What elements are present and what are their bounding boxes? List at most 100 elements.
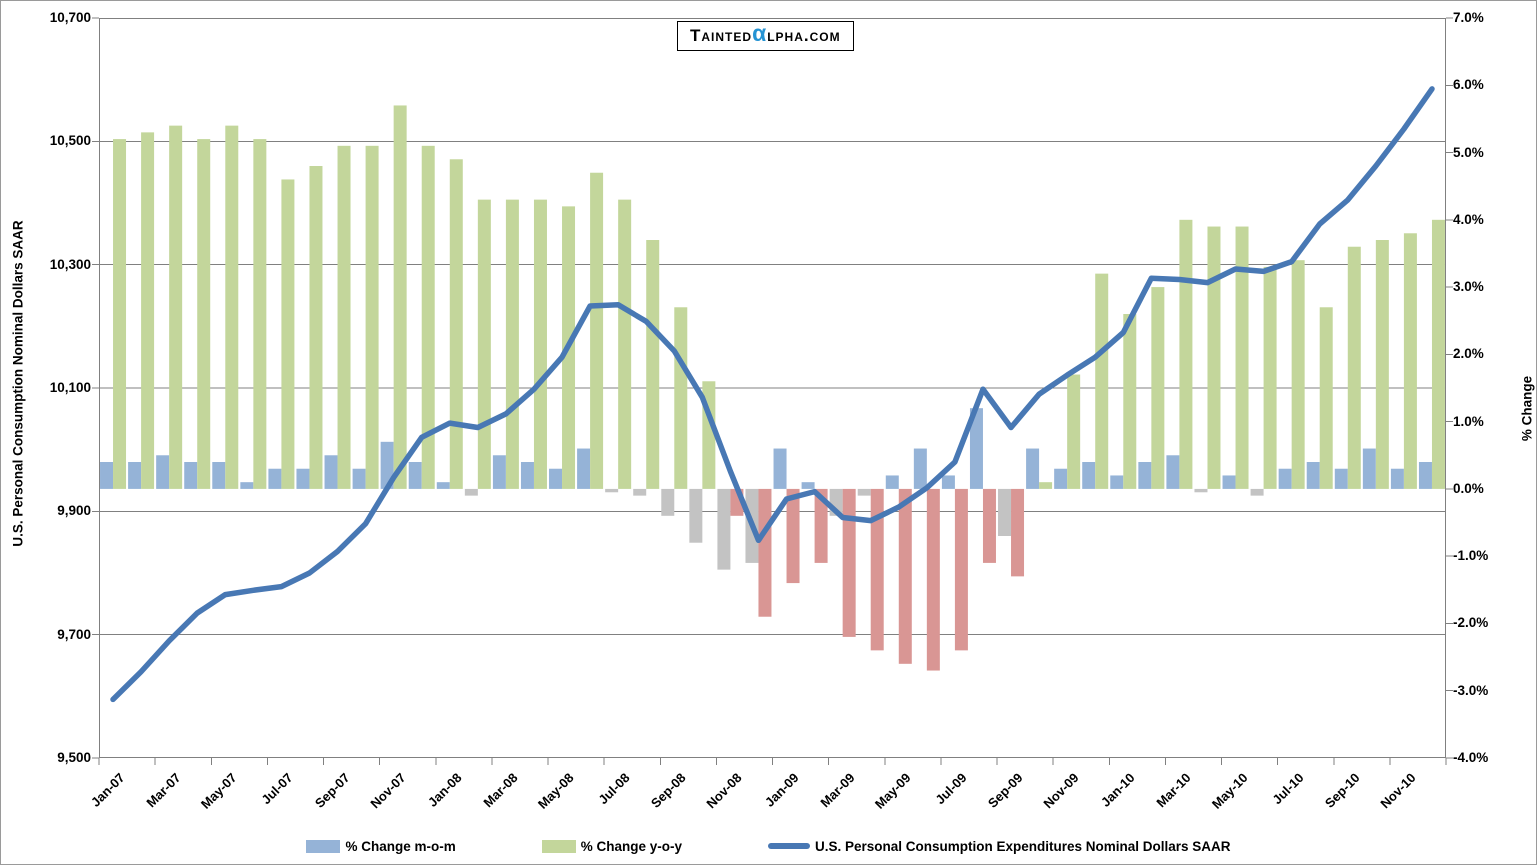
right-axis-tick-label: 5.0% — [1453, 144, 1484, 160]
x-axis-label: May-07 — [198, 770, 240, 812]
yoy-bar — [1347, 246, 1361, 489]
mom-bar — [268, 468, 282, 489]
plot-border — [99, 18, 1446, 758]
yoy-bar — [590, 172, 604, 489]
mom-bar — [857, 488, 871, 496]
yoy-bar — [1011, 488, 1025, 577]
yoy-bar — [477, 199, 491, 489]
mom-bar — [605, 488, 619, 493]
mom-bar — [969, 408, 983, 489]
x-axis-label: Nov-08 — [703, 770, 746, 812]
x-axis-label: Mar-10 — [1153, 770, 1195, 811]
yoy-bar — [646, 240, 660, 489]
mom-bar — [1278, 468, 1292, 489]
yoy-bar — [281, 179, 295, 489]
legend-item-mom: % Change m-o-m — [306, 839, 456, 854]
x-axis-label: Jan-09 — [761, 770, 802, 810]
mom-bar — [1390, 468, 1404, 489]
mom-bar — [1194, 488, 1208, 493]
yoy-bar — [505, 199, 519, 489]
x-axis-label: May-08 — [534, 770, 577, 812]
right-axis-tick-label: 4.0% — [1453, 211, 1484, 227]
mom-bar — [1418, 462, 1432, 489]
yoy-bar — [1039, 482, 1053, 489]
right-axis-tick-label: 1.0% — [1453, 413, 1484, 429]
yoy-bar — [926, 488, 940, 671]
right-axis-tick-label: 7.0% — [1453, 10, 1484, 25]
yoy-bar — [1263, 266, 1277, 489]
mom-bar — [1082, 462, 1096, 489]
yoy-bar — [1151, 287, 1165, 489]
x-axis-label: Nov-10 — [1377, 770, 1419, 812]
yoy-bar — [449, 159, 463, 489]
yoy-bar — [1403, 233, 1417, 489]
legend-item-yoy: % Change y-o-y — [541, 838, 682, 854]
right-axis-tick-label: -3.0% — [1453, 682, 1489, 698]
yoy-bar — [954, 488, 968, 651]
right-axis-tick-label: -1.0% — [1453, 548, 1489, 564]
right-axis-title: % Change — [1519, 375, 1535, 442]
line-swatch-icon — [767, 843, 810, 849]
yoy-bar — [365, 145, 379, 489]
left-axis-tick-label: 9,900 — [57, 503, 91, 519]
logo-alpha-glyph: α — [752, 20, 768, 46]
mom-bar — [156, 455, 170, 489]
mom-bar — [520, 462, 534, 489]
pce-line — [110, 86, 1435, 703]
mom-bar — [324, 455, 338, 489]
mom-bar — [1138, 462, 1152, 489]
yoy-bar — [197, 139, 211, 489]
yoy-bar — [1431, 219, 1445, 489]
x-axis-label: Sep-10 — [1321, 770, 1363, 811]
left-axis-tick-label: 10,100 — [49, 380, 91, 395]
x-axis-label: Jan-10 — [1098, 770, 1138, 810]
yoy-bar — [141, 132, 155, 489]
right-axis-tick-label: 2.0% — [1453, 346, 1484, 362]
mom-bar — [1362, 448, 1376, 489]
mom-bar — [352, 468, 366, 489]
yoy-bar — [674, 307, 688, 489]
mom-bar — [1250, 488, 1264, 496]
x-axis-label: May-10 — [1208, 770, 1251, 812]
x-axis-label: Mar-09 — [817, 770, 858, 811]
mom-bar — [998, 488, 1012, 536]
x-axis-label: Jul-10 — [1269, 770, 1307, 808]
left-axis-tick-label: 10,300 — [49, 256, 91, 272]
yoy-bar — [337, 145, 351, 489]
mom-bar — [464, 488, 478, 496]
yoy-swatch-icon — [541, 839, 576, 853]
yoy-bar — [113, 139, 127, 489]
mom-bar — [885, 475, 899, 489]
left-axis-tick-label: 10,500 — [49, 133, 91, 149]
x-axis-label: Jul-08 — [595, 770, 633, 808]
right-axis-tick-label: 6.0% — [1453, 77, 1484, 93]
x-axis-label: Mar-08 — [480, 770, 521, 811]
mom-bar — [661, 488, 675, 516]
x-axis-label: Mar-07 — [143, 770, 184, 811]
mom-bar — [240, 482, 254, 489]
mom-bar — [184, 462, 198, 489]
yoy-bar — [169, 125, 183, 489]
mom-bar — [577, 448, 591, 489]
yoy-bar — [982, 488, 996, 563]
left-axis-tick-label: 10,700 — [49, 10, 91, 25]
mom-bar — [128, 462, 142, 489]
right-axis-tick-label: -4.0% — [1453, 750, 1489, 765]
mom-bar — [492, 455, 506, 489]
x-axis-label: Jan-08 — [424, 770, 465, 810]
mom-bar — [913, 448, 927, 489]
yoy-bar — [1095, 273, 1109, 489]
mom-bar — [689, 488, 703, 543]
yoy-bar — [1067, 374, 1081, 489]
yoy-bar — [1123, 314, 1137, 489]
legend-label: % Change y-o-y — [580, 838, 682, 854]
right-axis-tick-label: 3.0% — [1453, 279, 1484, 295]
yoy-bar — [421, 145, 435, 489]
yoy-bar — [225, 125, 239, 489]
mom-bar — [717, 488, 731, 570]
yoy-bar — [253, 139, 267, 489]
mom-bar — [773, 448, 787, 489]
legend: % Change m-o-m % Change y-o-y U.S. Perso… — [1, 833, 1536, 859]
yoy-bar — [393, 105, 407, 489]
